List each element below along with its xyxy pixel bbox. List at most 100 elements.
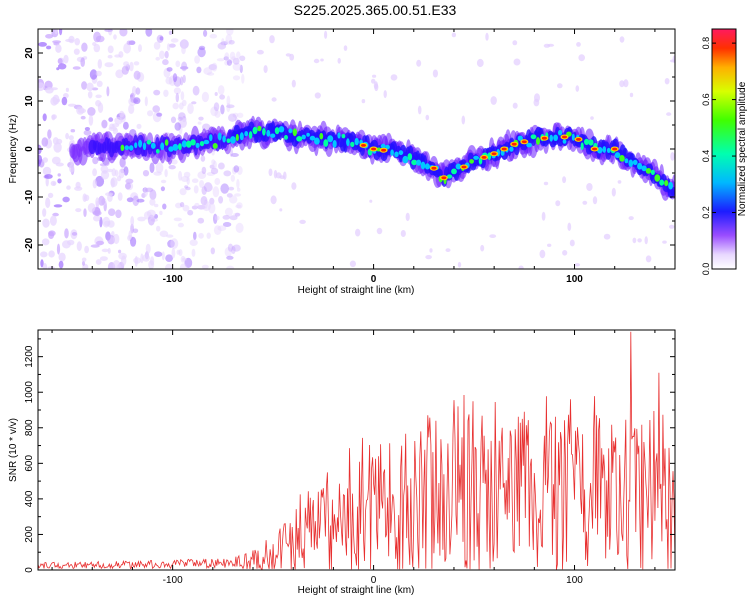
- noise-blob: [148, 260, 155, 269]
- noise-blob: [128, 230, 132, 241]
- noise-blob: [99, 256, 108, 261]
- noise-blob: [229, 195, 238, 204]
- noise-blob: [154, 251, 163, 257]
- noise-blob: [628, 216, 634, 221]
- noise-blob: [45, 176, 49, 187]
- noise-blob: [271, 97, 277, 102]
- noise-blob: [226, 102, 231, 113]
- noise-blob: [206, 232, 211, 239]
- colorbar-gradient: [711, 28, 737, 270]
- noise-blob: [220, 104, 225, 115]
- noise-blob: [562, 250, 568, 256]
- ridge-core: [469, 159, 474, 164]
- noise-blob: [603, 233, 611, 240]
- noise-blob: [235, 204, 242, 209]
- noise-blob: [232, 75, 241, 81]
- noise-blob: [153, 89, 161, 96]
- noise-blob: [57, 58, 63, 65]
- noise-blob: [56, 243, 61, 255]
- ridge-core: [195, 142, 200, 149]
- ridge-hotspot: [521, 140, 527, 144]
- noise-blob: [555, 200, 561, 207]
- ridge-core: [628, 159, 634, 167]
- noise-blob: [162, 203, 167, 210]
- colorbar-label: Normalized spectral amplitude: [737, 81, 748, 216]
- ridge-core: [385, 144, 390, 150]
- noise-blob: [114, 169, 119, 177]
- noise-blob: [109, 123, 115, 130]
- ridge-core: [160, 142, 165, 151]
- ridge-core: [668, 181, 673, 190]
- noise-blob: [229, 215, 238, 221]
- noise-blob: [164, 169, 168, 178]
- noise-blob: [234, 193, 242, 197]
- ridge-core: [129, 145, 134, 151]
- noise-blob: [209, 33, 218, 39]
- noise-blob: [664, 78, 670, 85]
- noise-blob: [95, 175, 105, 187]
- ridge-core: [266, 129, 271, 137]
- noise-blob: [231, 166, 237, 175]
- noise-blob: [221, 38, 225, 47]
- noise-blob: [533, 98, 540, 107]
- ridge-core: [124, 145, 129, 151]
- noise-blob: [201, 166, 207, 175]
- ridge-core: [190, 139, 196, 146]
- noise-blob: [40, 251, 48, 258]
- noise-blob: [236, 187, 241, 192]
- noise-blob: [349, 260, 356, 268]
- noise-blob: [193, 185, 199, 194]
- noise-blob: [119, 157, 127, 168]
- snr-plot-area: [38, 330, 675, 570]
- noise-blob: [100, 165, 109, 173]
- ridge-core: [150, 142, 156, 149]
- noise-blob: [236, 202, 243, 209]
- noise-blob: [81, 81, 88, 90]
- noise-blob: [461, 115, 466, 125]
- noise-blob: [108, 208, 116, 216]
- ridge-core: [346, 138, 350, 147]
- ridge-band: [531, 137, 536, 146]
- noise-blob: [94, 207, 101, 217]
- spectrogram-ytick-label: 20: [24, 47, 35, 59]
- noise-blob: [263, 65, 268, 74]
- noise-blob: [233, 212, 241, 217]
- noise-blob: [179, 263, 188, 269]
- ridge-core: [230, 136, 236, 144]
- noise-blob: [236, 178, 240, 189]
- noise-blob: [48, 250, 55, 258]
- noise-blob: [184, 257, 193, 268]
- noise-blob: [222, 222, 232, 227]
- ridge-core: [172, 143, 179, 151]
- ridge-core: [244, 131, 249, 137]
- colorbar-tick-label: 0.0: [701, 263, 711, 276]
- noise-blob: [129, 61, 134, 72]
- noise-blob: [159, 50, 165, 60]
- noise-blob: [45, 197, 51, 209]
- noise-blob: [210, 247, 215, 255]
- noise-blob: [38, 154, 43, 165]
- noise-blob: [95, 94, 102, 99]
- spectrogram-ytick-label: 0: [24, 146, 35, 152]
- noise-blob: [405, 212, 410, 222]
- noise-blob: [174, 122, 182, 131]
- ridge-core: [624, 158, 629, 164]
- ridge-core: [588, 139, 594, 146]
- ridge-core: [327, 135, 334, 143]
- noise-blob: [611, 187, 616, 197]
- noise-blob: [432, 69, 438, 78]
- noise-blob: [97, 102, 104, 113]
- noise-blob: [489, 234, 497, 239]
- noise-blob: [226, 29, 234, 36]
- noise-blob: [226, 255, 234, 260]
- noise-blob: [81, 257, 87, 262]
- noise-blob: [87, 107, 96, 116]
- noise-blob: [206, 172, 215, 176]
- noise-blob: [116, 264, 122, 269]
- noise-blob: [82, 260, 85, 266]
- ridge-hotspot: [541, 136, 547, 140]
- noise-blob: [132, 228, 139, 234]
- noise-blob: [90, 244, 100, 248]
- noise-blob: [185, 186, 191, 191]
- ridge-core: [407, 153, 413, 161]
